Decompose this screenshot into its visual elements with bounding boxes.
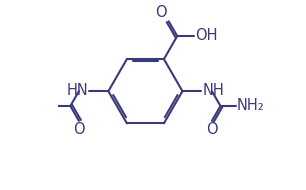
- Text: O: O: [155, 5, 167, 20]
- Text: NH: NH: [202, 83, 224, 98]
- Text: HN: HN: [67, 83, 88, 98]
- Text: O: O: [206, 122, 218, 137]
- Text: NH₂: NH₂: [237, 97, 264, 112]
- Text: OH: OH: [195, 28, 218, 43]
- Text: O: O: [73, 122, 85, 137]
